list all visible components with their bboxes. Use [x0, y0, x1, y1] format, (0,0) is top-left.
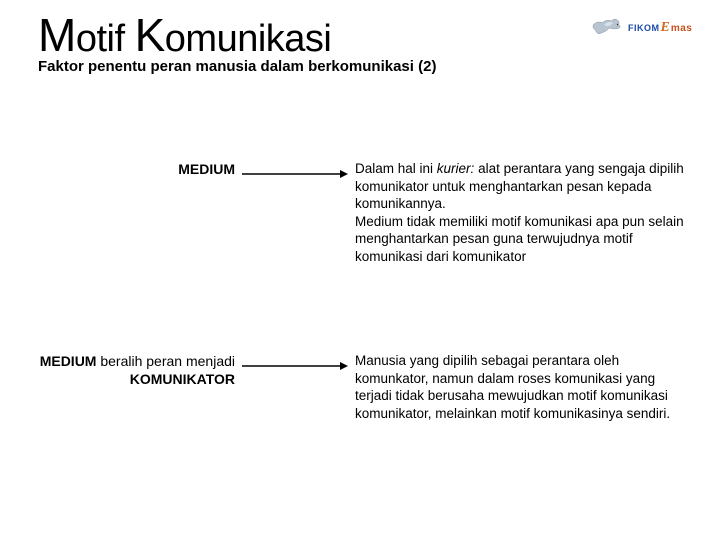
logo: FIKOM Emas — [588, 8, 708, 48]
row1-left: MEDIUM — [30, 160, 235, 178]
row2-right-text: Manusia yang dipilih sebagai perantara o… — [355, 353, 670, 421]
row2-left-bold1: MEDIUM — [40, 353, 97, 369]
row1-right-before: Dalam hal ini — [355, 161, 437, 176]
row1-right-italic: kurier: — [437, 161, 475, 176]
row2-right: Manusia yang dipilih sebagai perantara o… — [355, 352, 690, 422]
arrow-icon — [240, 167, 350, 181]
row1-right: Dalam hal ini kurier: alat perantara yan… — [355, 160, 690, 265]
arrow-icon — [240, 359, 350, 373]
row1-left-bold: MEDIUM — [178, 161, 235, 177]
title-cap2: K — [135, 9, 165, 61]
page-title: Motif Komunikasi — [38, 8, 331, 62]
row2-arrow — [235, 352, 355, 373]
logo-fikom: FIKOM — [628, 24, 660, 33]
page-subtitle: Faktor penentu peran manusia dalam berko… — [38, 58, 436, 75]
title-rest1: otif — [76, 18, 125, 60]
title-cap1: M — [38, 9, 76, 61]
row2-left: MEDIUM beralih peran menjadi KOMUNIKATOR — [30, 352, 235, 388]
row2-left-bold2: KOMUNIKATOR — [130, 371, 235, 387]
logo-emas-e: E — [661, 21, 670, 35]
logo-emas-rest: mas — [671, 24, 693, 34]
content-row-2: MEDIUM beralih peran menjadi KOMUNIKATOR… — [30, 352, 700, 422]
content-row-1: MEDIUM Dalam hal ini kurier: alat perant… — [30, 160, 700, 265]
dove-icon — [588, 12, 624, 44]
logo-text: FIKOM Emas — [628, 21, 692, 35]
row1-right-para2: Medium tidak memiliki motif komunikasi a… — [355, 214, 684, 264]
row1-arrow — [235, 160, 355, 181]
row2-left-mid: beralih peran menjadi — [96, 353, 235, 369]
title-rest2: omunikasi — [165, 18, 332, 60]
